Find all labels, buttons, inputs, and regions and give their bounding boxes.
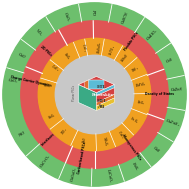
Text: CuO$_2$: CuO$_2$ (61, 10, 72, 23)
Text: Interfaces: Interfaces (40, 132, 55, 147)
Polygon shape (96, 84, 114, 96)
Text: SnO$_2$: SnO$_2$ (43, 82, 53, 91)
Text: Charge Carrier Dynamics: Charge Carrier Dynamics (10, 75, 52, 87)
Text: Nb$_2$O$_5$: Nb$_2$O$_5$ (100, 135, 109, 147)
Text: HTL: HTL (97, 99, 107, 103)
Text: 2D PSCs: 2D PSCs (40, 45, 53, 57)
Text: LiCoO$_2$: LiCoO$_2$ (104, 168, 114, 184)
Polygon shape (78, 77, 114, 93)
Text: CuCrO$_2$: CuCrO$_2$ (38, 153, 53, 170)
Text: In$_2$O$_3$: In$_2$O$_3$ (129, 115, 141, 126)
Polygon shape (96, 94, 114, 106)
Text: CuSCN: CuSCN (121, 11, 130, 25)
Text: Perovskite: Perovskite (92, 92, 114, 97)
Text: FeS$_2$: FeS$_2$ (129, 160, 140, 173)
Text: Density of States: Density of States (145, 92, 174, 97)
Text: SrTiO$_3$: SrTiO$_3$ (107, 44, 118, 57)
Text: TiO$_2$: TiO$_2$ (59, 126, 70, 137)
Circle shape (38, 38, 151, 151)
Polygon shape (96, 98, 114, 111)
Text: BaTiO$_3$: BaTiO$_3$ (135, 81, 148, 90)
Text: FeO$_3$: FeO$_3$ (136, 98, 146, 107)
Text: ZnO: ZnO (82, 138, 87, 144)
Text: WO$_3$: WO$_3$ (130, 65, 141, 75)
Polygon shape (96, 88, 114, 102)
Text: ETL: ETL (97, 85, 107, 89)
Text: CuZnS: CuZnS (171, 88, 183, 92)
Text: CuZnS$_2$: CuZnS$_2$ (164, 117, 181, 129)
Text: CuO: CuO (17, 52, 26, 59)
Text: Flexible PSCs: Flexible PSCs (124, 31, 140, 52)
Circle shape (55, 55, 134, 134)
Text: CuI: CuI (94, 9, 98, 15)
Polygon shape (85, 80, 88, 89)
Text: VO$_2$: VO$_2$ (33, 27, 45, 39)
Text: CuAlO$_2$: CuAlO$_2$ (144, 27, 160, 43)
Text: CoS: CoS (166, 58, 174, 64)
Text: CuO$_2$: CuO$_2$ (49, 63, 60, 74)
Circle shape (21, 21, 168, 168)
Text: Carbon-based PSCs: Carbon-based PSCs (77, 142, 87, 175)
Text: CuO$_2$: CuO$_2$ (79, 43, 88, 53)
Text: CuS: CuS (152, 146, 160, 154)
Circle shape (3, 3, 186, 186)
Polygon shape (88, 80, 105, 89)
Text: NiO: NiO (18, 131, 26, 138)
Text: CoO$_3$: CoO$_3$ (115, 129, 126, 140)
Text: Au: Au (98, 104, 105, 109)
Text: SnO$_2$: SnO$_2$ (46, 111, 58, 122)
Text: CoO$_2$: CoO$_2$ (7, 77, 19, 86)
Polygon shape (78, 84, 96, 111)
Text: SnO$_2$: SnO$_2$ (61, 50, 72, 62)
Text: Monoporous PSCs: Monoporous PSCs (121, 134, 142, 161)
Text: BaSuO$_3$: BaSuO$_3$ (95, 40, 104, 54)
Text: SrSnO: SrSnO (120, 53, 129, 62)
Text: Planar PSCs: Planar PSCs (72, 85, 76, 101)
Text: CuGaO$_2$: CuGaO$_2$ (69, 166, 80, 183)
